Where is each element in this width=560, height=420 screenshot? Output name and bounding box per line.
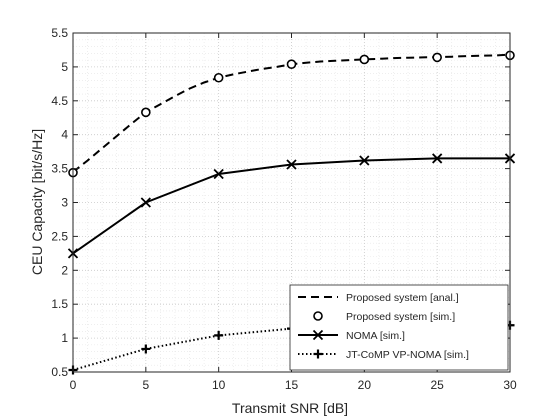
y-tick-label: 1.5: [51, 297, 68, 311]
x-tick-label: 20: [358, 378, 372, 392]
y-tick-label: 3.5: [51, 162, 68, 176]
x-tick-label: 30: [503, 378, 517, 392]
x-tick-label: 15: [285, 378, 299, 392]
y-tick-label: 2.5: [51, 229, 68, 243]
legend-label: Proposed system [sim.]: [346, 311, 455, 323]
y-tick-label: 5.5: [51, 26, 68, 40]
legend-label: NOMA [sim.]: [346, 330, 405, 342]
data-point-circle: [286, 59, 297, 69]
legend: Proposed system [anal.] Proposed system […: [289, 284, 509, 371]
data-point-x: [140, 197, 151, 208]
legend-box: [289, 284, 509, 371]
y-tick-label: 4: [61, 128, 68, 142]
data-point-x: [213, 168, 224, 180]
tick-labels: 0 5 10 15 20 25 30 0.5 1 1.5 2 2.5 3 3.5 4 4.5 5 5.5: [51, 26, 517, 392]
x-axis-label: Transmit SNR [dB]: [232, 400, 348, 416]
x-tick-label: 25: [430, 378, 444, 392]
data-point-x: [359, 155, 370, 166]
y-tick-label: 3: [61, 196, 68, 210]
y-tick-label: 1: [61, 331, 68, 345]
series-3: [67, 153, 516, 259]
data-point-circle: [213, 72, 224, 83]
data-point-circle: [141, 107, 151, 118]
data-point-x: [312, 329, 324, 341]
x-tick-label: 5: [142, 378, 149, 392]
y-tick-label: 5: [61, 60, 68, 74]
y-tick-label: 0.5: [51, 365, 68, 379]
data-point-circle: [432, 52, 442, 63]
data-point-plus: [214, 330, 224, 340]
data-point-circle: [359, 54, 370, 65]
data-point-plus: [313, 349, 323, 359]
legend-label: Proposed system [anal.]: [346, 292, 459, 304]
x-tick-label: 10: [212, 378, 226, 392]
y-tick-label: 2: [61, 263, 68, 277]
x-tick-label: 0: [70, 378, 77, 392]
data-point-plus: [141, 344, 151, 354]
y-tick-label: 4.5: [51, 94, 68, 108]
y-axis-label: CEU Capacity [bit/s/Hz]: [29, 129, 45, 275]
data-point-circle: [313, 311, 323, 321]
data-point-x: [432, 153, 443, 164]
legend-label: JT-CoMP VP-NOMA [sim.]: [346, 349, 469, 361]
data-point-x: [286, 159, 297, 170]
